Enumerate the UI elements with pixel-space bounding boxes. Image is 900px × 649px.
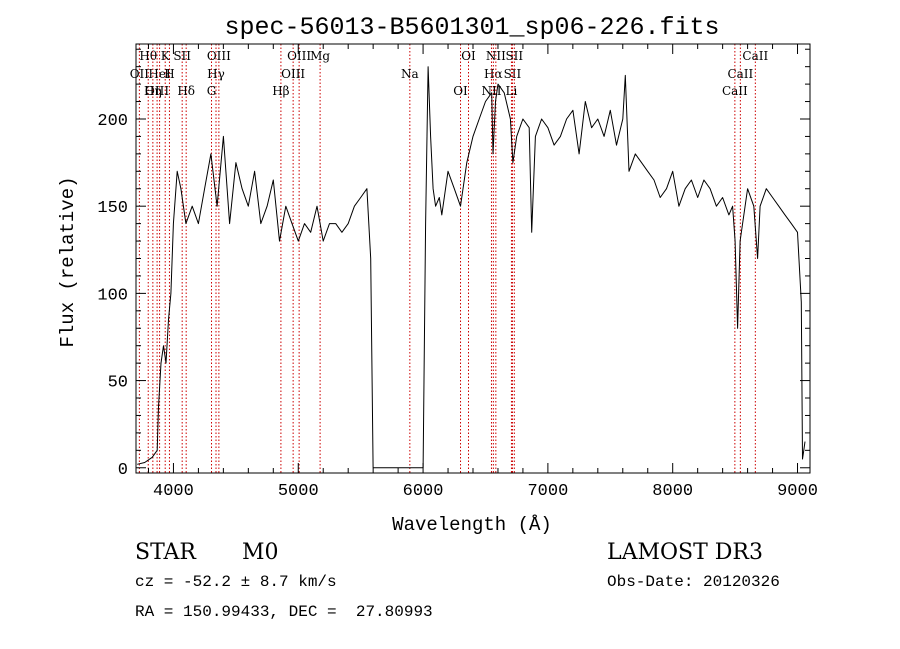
plot-area: Hθ OII OIII K HeI Hη SII HHδ OIII Hγ G OIII OIII Hβ Mg… xyxy=(97,43,818,501)
line-marker-label: OIII xyxy=(281,67,305,81)
line-marker-label: OIII xyxy=(287,49,311,63)
line-marker-label: NII xyxy=(486,49,506,63)
y-tick-label: 150 xyxy=(97,199,128,218)
line-marker-label: Mg xyxy=(310,49,330,63)
line-marker-label: G xyxy=(207,84,217,98)
line-marker-label: SII xyxy=(505,49,523,63)
chart-title: spec-56013-B5601301_sp06-226.fits xyxy=(224,13,719,42)
line-marker-label: OIII xyxy=(207,49,231,63)
line-marker-label: SII xyxy=(173,49,191,63)
line-marker-label: HeI xyxy=(148,67,171,81)
line-marker-label: Hδ xyxy=(177,84,195,98)
line-marker-label: Hβ xyxy=(272,84,289,98)
line-marker-label: Li xyxy=(506,84,518,98)
x-tick-label: 9000 xyxy=(777,482,818,501)
redshift-value: cz = -52.2 ± 8.7 km/s xyxy=(135,573,337,591)
survey-label: LAMOST DR3 xyxy=(607,540,763,565)
y-axis-label: Flux (relative) xyxy=(57,176,79,347)
line-marker-label: CaII xyxy=(727,67,753,81)
x-tick-label: 8000 xyxy=(652,482,693,501)
star-class-label: STAR xyxy=(135,540,196,565)
line-marker-label: SII xyxy=(504,67,522,81)
plot-frame xyxy=(135,43,811,474)
line-marker-label: H xyxy=(164,67,174,81)
line-marker-label: OI xyxy=(453,84,468,98)
line-marker-label: Hη xyxy=(144,84,162,98)
line-marker-label: Hα xyxy=(484,67,503,81)
x-tick-label: 6000 xyxy=(403,482,444,501)
line-marker-label: CaII xyxy=(742,49,768,63)
line-marker-label: CaII xyxy=(722,84,748,98)
y-tick-label: 50 xyxy=(108,374,128,393)
line-marker-label: Na xyxy=(401,67,419,81)
star-subclass-label: M0 xyxy=(242,540,279,565)
line-marker-label: Hγ xyxy=(207,67,225,81)
y-tick-label: 200 xyxy=(97,112,128,131)
x-tick-label: 5000 xyxy=(278,482,319,501)
line-marker-label: Hθ xyxy=(139,49,157,63)
y-tick-label: 0 xyxy=(118,461,128,480)
spectrum-line xyxy=(137,66,806,469)
line-marker-label: K xyxy=(161,49,171,63)
ra-dec-coordinates: RA = 150.99433, DEC = 27.80993 xyxy=(135,603,433,621)
x-axis-label: Wavelength (Å) xyxy=(392,514,552,536)
y-tick-label: 100 xyxy=(97,286,128,305)
line-marker-label: OII xyxy=(130,67,150,81)
line-marker-label: OI xyxy=(461,49,476,63)
x-tick-label: 7000 xyxy=(527,482,568,501)
x-tick-label: 4000 xyxy=(153,482,194,501)
obs-date: Obs-Date: 20120326 xyxy=(607,573,780,591)
line-marker-label: OIII xyxy=(145,84,169,98)
